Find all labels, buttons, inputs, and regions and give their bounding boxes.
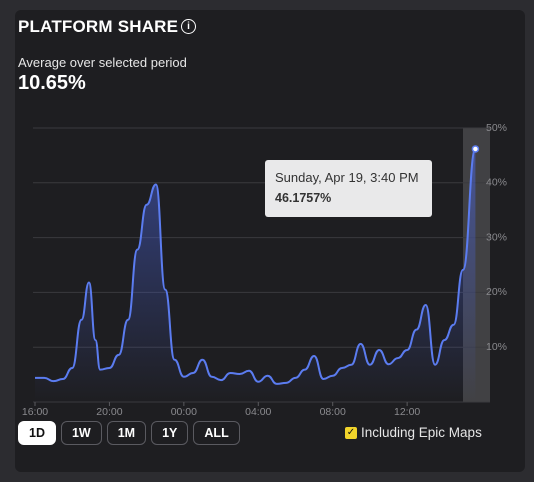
range-button[interactable]: 1Y [151, 421, 189, 445]
y-tick-label: 30% [486, 231, 507, 243]
line [35, 147, 477, 385]
x-tick-label: 04:00 [245, 406, 271, 418]
checkbox-label: Including Epic Maps [361, 425, 482, 440]
checkbox[interactable]: ✓ [345, 426, 357, 439]
tooltip-value: 46.1757% [275, 191, 332, 205]
y-tick-label: 10% [486, 341, 507, 353]
x-tick-label: 16:00 [22, 406, 48, 418]
hover-point [471, 145, 480, 153]
subtitle: Average over selected period [18, 55, 187, 70]
area [35, 148, 476, 402]
x-tick-label: 20:00 [96, 406, 122, 418]
x-tick-label: 08:00 [320, 406, 346, 418]
y-tick-label: 40% [486, 177, 507, 189]
range-button[interactable]: 1D [18, 421, 56, 445]
range-button[interactable]: 1M [106, 421, 147, 445]
title: PLATFORM SHARE [18, 17, 179, 36]
y-tick-label: 50% [486, 122, 507, 134]
average-value: 10.65% [18, 72, 86, 94]
x-tick-label: 00:00 [171, 406, 197, 418]
range-button[interactable]: ALL [193, 421, 240, 445]
tooltip: Sunday, Apr 19, 3:40 PM 46.1757% [265, 160, 432, 217]
tooltip-title: Sunday, Apr 19, 3:40 PM [275, 170, 419, 185]
info-icon[interactable]: i [181, 19, 196, 34]
x-tick-label: 12:00 [394, 406, 420, 418]
range-buttons: 1D 1W 1M 1Y ALL [18, 421, 240, 445]
range-button[interactable]: 1W [60, 421, 102, 445]
epic-toggle[interactable]: ✓ Including Epic Maps [345, 425, 482, 440]
y-tick-label: 20% [486, 286, 507, 298]
